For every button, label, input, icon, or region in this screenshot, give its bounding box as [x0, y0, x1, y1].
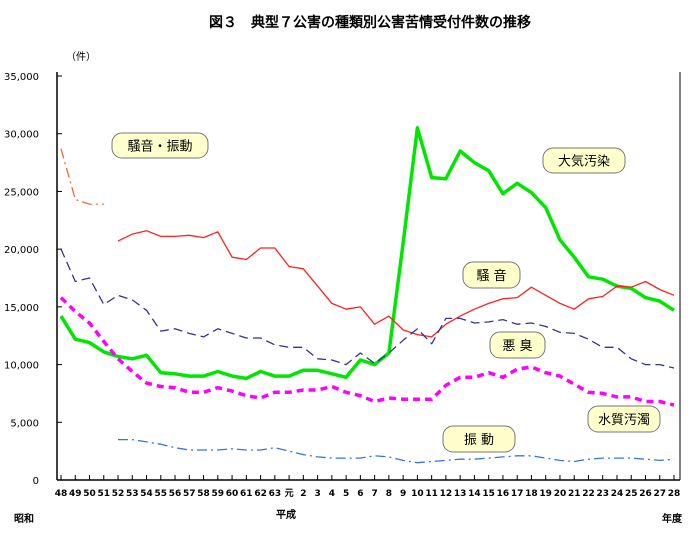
- x-tick-label: 3: [314, 489, 320, 499]
- series-label: 悪 臭: [489, 331, 546, 359]
- y-tick-label: 20,000: [4, 245, 39, 256]
- y-tick-label: 35,000: [4, 72, 39, 83]
- x-tick-label: 13: [454, 489, 467, 499]
- chart-title: 図３ 典型７公害の種類別公害苦情受付件数の推移: [209, 14, 531, 31]
- x-tick-label: 56: [169, 489, 182, 499]
- x-tick-label: 21: [568, 489, 581, 499]
- series-line-1: [60, 148, 104, 205]
- series-label-box: [587, 405, 661, 433]
- x-tick-label: 48: [55, 489, 68, 499]
- series-label: 大気汚染: [542, 147, 626, 174]
- series-label-box: [442, 425, 516, 453]
- x-tick-label: 55: [155, 489, 168, 499]
- y-tick-label: 30,000: [4, 130, 39, 141]
- x-tick-label: 14: [468, 489, 481, 499]
- x-tick-label: 52: [112, 489, 125, 499]
- x-tick-label: 53: [126, 489, 139, 499]
- y-tick-label: 0: [33, 476, 39, 487]
- x-tick-label: 57: [183, 489, 196, 499]
- series-label-text: 悪 臭: [502, 339, 532, 354]
- x-tick-label: 49: [69, 489, 82, 499]
- x-tick-label: 16: [497, 489, 510, 499]
- x-tick-label: 61: [240, 489, 253, 499]
- x-tick-label: 23: [596, 489, 609, 499]
- x-axis-label: 年度: [662, 512, 683, 525]
- x-tick-label: 58: [197, 489, 210, 499]
- era-label-showa: 昭和: [14, 512, 34, 525]
- x-tick-label: 元: [285, 488, 294, 499]
- y-tick-label: 5,000: [10, 418, 39, 429]
- series-line-4: [59, 296, 675, 407]
- x-tick-label: 60: [226, 489, 239, 499]
- series-line-3: [60, 248, 675, 369]
- x-tick-label: 8: [386, 489, 392, 499]
- era-label-heisei: 平成: [276, 508, 296, 521]
- x-tick-label: 63: [269, 489, 282, 499]
- series-label-text: 水質汚濁: [598, 412, 650, 428]
- series-label: 水質汚濁: [587, 405, 661, 433]
- series-label-box: [462, 261, 521, 289]
- series-line-5: [118, 438, 675, 464]
- x-tick-label: 54: [140, 489, 153, 499]
- x-tick-label: 17: [511, 489, 524, 499]
- y-tick-label: 15,000: [4, 303, 39, 314]
- series-label: 振 動: [442, 425, 516, 453]
- series-label-box: [111, 132, 209, 159]
- series-label: 騒音・振動: [111, 132, 209, 159]
- x-tick-label: 20: [554, 489, 567, 499]
- x-tick-label: 51: [98, 489, 111, 499]
- series-label-text: 大気汚染: [558, 154, 610, 170]
- x-tick-label: 4: [329, 489, 335, 499]
- x-tick-label: 22: [582, 489, 595, 499]
- x-tick-label: 28: [668, 489, 681, 499]
- x-tick-label: 5: [343, 489, 349, 499]
- series-label-text: 騒音・振動: [127, 139, 192, 155]
- series-label-box: [489, 331, 546, 359]
- x-tick-label: 19: [539, 489, 552, 499]
- series-label-box: [542, 147, 626, 174]
- x-tick-label: 15: [482, 489, 495, 499]
- series-line-0: [59, 126, 675, 381]
- y-axis-unit: （件）: [66, 51, 96, 63]
- x-tick-label: 7: [371, 489, 377, 499]
- x-tick-label: 11: [425, 489, 438, 499]
- x-tick-label: 9: [400, 489, 406, 499]
- y-tick-label: 10,000: [4, 361, 39, 372]
- x-tick-label: 2: [300, 489, 306, 499]
- x-tick-label: 18: [525, 489, 538, 499]
- x-tick-label: 6: [357, 489, 363, 499]
- x-tick-label: 12: [440, 489, 453, 499]
- y-tick-label: 25,000: [4, 187, 39, 198]
- x-tick-label: 50: [83, 489, 96, 499]
- x-tick-label: 26: [639, 489, 652, 499]
- x-tick-label: 27: [653, 489, 666, 499]
- series-label-text: 振 動: [464, 433, 494, 448]
- x-tick-label: 25: [625, 489, 638, 499]
- series-label: 騒 音: [462, 261, 521, 289]
- x-tick-label: 24: [611, 489, 624, 499]
- x-tick-label: 59: [212, 489, 225, 499]
- series-label-text: 騒 音: [476, 268, 506, 284]
- series-line-2: [117, 230, 675, 338]
- x-tick-label: 62: [254, 489, 267, 499]
- x-tick-label: 10: [411, 489, 424, 499]
